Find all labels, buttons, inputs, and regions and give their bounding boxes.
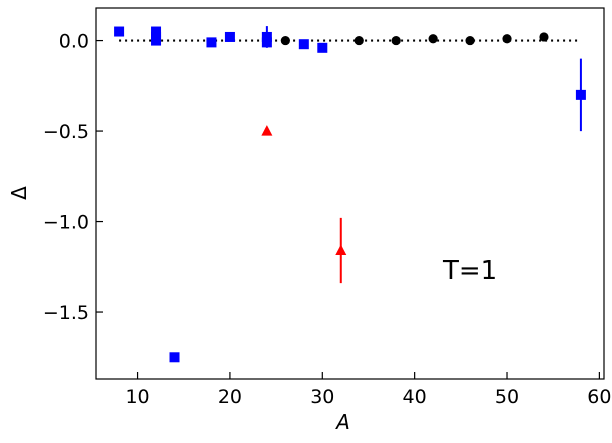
x-tick-labels: 10 20 30 40 50 60 xyxy=(125,386,611,408)
circle-marker xyxy=(354,35,364,46)
x-tick-label: 20 xyxy=(218,386,242,408)
y-axis-label: Δ xyxy=(7,186,31,200)
square-marker xyxy=(261,37,272,48)
tick-marks xyxy=(96,39,600,379)
y-tick-label: 0.0 xyxy=(59,31,89,53)
plot-frame xyxy=(95,7,605,380)
square-marker xyxy=(114,26,125,37)
annotation-text: T=1 xyxy=(442,256,497,286)
plot-background xyxy=(96,8,604,379)
circle-marker xyxy=(502,34,512,44)
y-tick-labels: 0.0 −0.5 −1.0 −1.5 xyxy=(43,31,89,324)
x-tick-label: 50 xyxy=(495,386,519,408)
square-marker xyxy=(261,31,272,42)
triangle-marker xyxy=(335,244,347,256)
circle-marker xyxy=(428,34,438,44)
x-tick-label: 40 xyxy=(403,386,427,408)
square-marker xyxy=(151,35,162,46)
square-marker xyxy=(206,37,217,48)
circle-marker xyxy=(391,35,401,46)
y-tick-label: −1.0 xyxy=(43,212,89,234)
y-tick-label: −1.5 xyxy=(43,302,89,324)
square-marker xyxy=(224,31,235,42)
data-markers xyxy=(114,26,586,363)
x-tick-label: 60 xyxy=(587,386,611,408)
circle-marker xyxy=(465,35,475,46)
circle-marker xyxy=(280,35,290,46)
square-marker xyxy=(298,39,309,50)
square-marker xyxy=(169,352,180,363)
square-marker xyxy=(151,26,162,37)
x-tick-label: 30 xyxy=(310,386,334,408)
y-tick-label: −0.5 xyxy=(43,121,89,143)
square-marker xyxy=(317,42,328,53)
triangle-marker xyxy=(261,125,273,136)
circle-marker xyxy=(539,32,549,42)
x-axis-label: A xyxy=(334,410,350,434)
x-tick-label: 10 xyxy=(125,386,149,408)
square-marker xyxy=(575,89,586,100)
